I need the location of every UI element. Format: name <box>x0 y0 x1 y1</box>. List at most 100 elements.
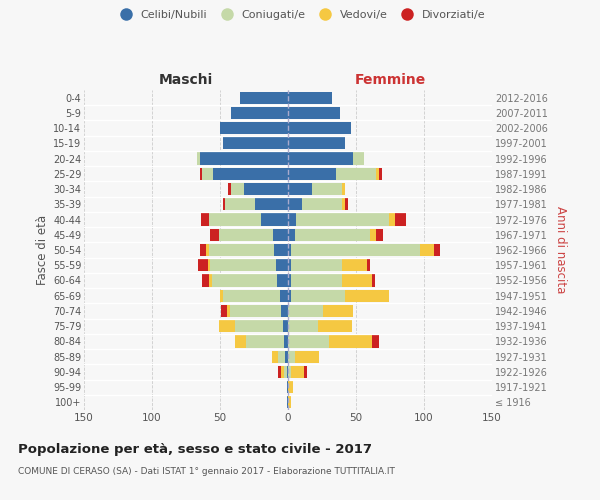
Bar <box>288 259 291 272</box>
Bar <box>288 107 340 119</box>
Bar <box>261 214 288 226</box>
Bar <box>288 183 313 195</box>
Bar <box>434 244 440 256</box>
Bar <box>209 244 274 256</box>
Text: Maschi: Maschi <box>159 74 213 88</box>
Bar <box>201 214 209 226</box>
Bar <box>197 152 200 164</box>
Bar <box>198 259 208 272</box>
Bar <box>223 137 288 149</box>
Bar <box>280 290 288 302</box>
Bar <box>318 320 352 332</box>
Bar <box>272 350 278 363</box>
Bar <box>220 290 223 302</box>
Bar <box>373 274 375 286</box>
Bar <box>288 152 353 164</box>
Bar <box>376 168 379 180</box>
Bar <box>379 168 382 180</box>
Bar <box>223 290 280 302</box>
Bar <box>231 183 244 195</box>
Bar <box>228 183 231 195</box>
Bar <box>288 137 345 149</box>
Bar <box>200 244 206 256</box>
Bar <box>220 122 288 134</box>
Bar <box>208 259 211 272</box>
Bar <box>276 259 288 272</box>
Bar <box>288 366 291 378</box>
Bar <box>244 183 288 195</box>
Bar <box>209 214 261 226</box>
Bar <box>288 290 291 302</box>
Bar <box>241 92 288 104</box>
Bar <box>288 228 295 241</box>
Bar <box>288 214 296 226</box>
Bar <box>213 168 288 180</box>
Bar <box>288 336 329 347</box>
Bar <box>281 305 288 317</box>
Bar <box>376 228 383 241</box>
Bar <box>323 305 353 317</box>
Bar <box>291 366 304 378</box>
Text: Popolazione per età, sesso e stato civile - 2017: Popolazione per età, sesso e stato civil… <box>18 442 372 456</box>
Bar <box>200 168 202 180</box>
Bar <box>343 183 345 195</box>
Bar <box>291 274 343 286</box>
Bar <box>345 290 389 302</box>
Bar <box>277 274 288 286</box>
Bar <box>288 274 291 286</box>
Bar <box>288 198 302 210</box>
Bar <box>246 336 284 347</box>
Bar <box>209 274 212 286</box>
Text: Femmine: Femmine <box>355 74 425 88</box>
Bar <box>211 228 218 241</box>
Bar <box>353 152 364 164</box>
Bar <box>274 244 288 256</box>
Bar <box>373 336 379 347</box>
Bar <box>284 366 287 378</box>
Bar <box>291 290 345 302</box>
Bar <box>235 336 246 347</box>
Bar <box>395 214 406 226</box>
Bar <box>367 259 370 272</box>
Bar <box>223 198 226 210</box>
Bar <box>420 244 434 256</box>
Bar <box>278 366 281 378</box>
Bar <box>227 305 230 317</box>
Bar <box>278 350 285 363</box>
Y-axis label: Anni di nascita: Anni di nascita <box>554 206 567 294</box>
Bar <box>295 350 319 363</box>
Bar <box>287 396 288 408</box>
Bar <box>304 366 307 378</box>
Bar <box>218 320 235 332</box>
Bar <box>200 152 288 164</box>
Bar <box>288 381 293 393</box>
Bar <box>302 198 343 210</box>
Bar <box>212 274 277 286</box>
Bar <box>226 198 256 210</box>
Text: COMUNE DI CERASO (SA) - Dati ISTAT 1° gennaio 2017 - Elaborazione TUTTITALIA.IT: COMUNE DI CERASO (SA) - Dati ISTAT 1° ge… <box>18 468 395 476</box>
Bar <box>288 92 332 104</box>
Bar <box>283 320 288 332</box>
Y-axis label: Fasce di età: Fasce di età <box>35 215 49 285</box>
Bar <box>273 228 288 241</box>
Bar <box>295 228 370 241</box>
Bar <box>284 336 288 347</box>
Bar <box>288 396 291 408</box>
Bar <box>202 168 213 180</box>
Bar <box>329 336 373 347</box>
Bar <box>343 259 367 272</box>
Bar <box>287 381 288 393</box>
Bar <box>343 198 345 210</box>
Bar <box>221 305 227 317</box>
Bar <box>288 320 318 332</box>
Bar <box>288 244 291 256</box>
Bar <box>343 274 373 286</box>
Bar <box>231 107 288 119</box>
Bar <box>389 214 395 226</box>
Bar <box>313 183 343 195</box>
Bar <box>206 244 209 256</box>
Bar <box>287 366 288 378</box>
Bar <box>288 305 323 317</box>
Bar <box>370 228 376 241</box>
Bar <box>345 198 348 210</box>
